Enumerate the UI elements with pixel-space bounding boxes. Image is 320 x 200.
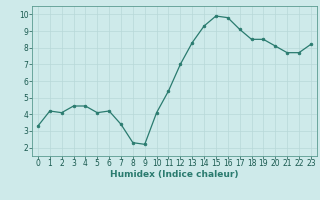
- X-axis label: Humidex (Indice chaleur): Humidex (Indice chaleur): [110, 170, 239, 179]
